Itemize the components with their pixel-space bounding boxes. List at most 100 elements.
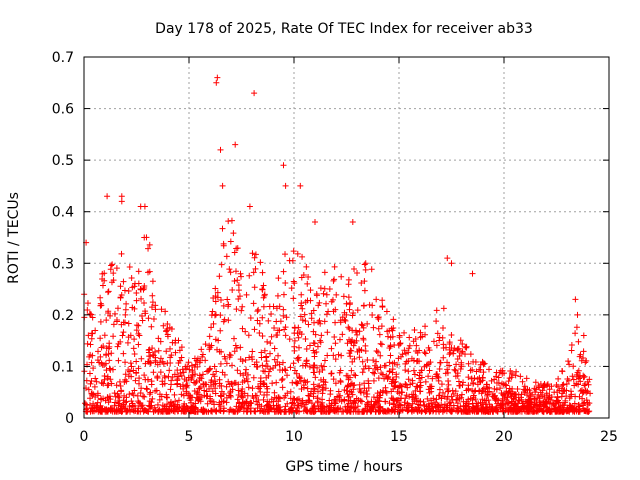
data-point — [148, 381, 155, 388]
data-point — [303, 346, 310, 353]
data-point — [239, 303, 246, 310]
data-point — [351, 266, 358, 273]
data-point — [125, 320, 132, 327]
data-point — [185, 374, 192, 381]
data-point — [361, 287, 368, 294]
data-point — [174, 380, 181, 387]
data-point — [364, 320, 371, 327]
data-point — [220, 408, 227, 415]
data-point — [122, 371, 129, 378]
data-point — [144, 376, 151, 383]
data-point — [359, 322, 366, 329]
data-point — [395, 384, 402, 391]
data-point — [115, 398, 122, 405]
data-point — [175, 359, 182, 366]
data-point — [565, 358, 572, 365]
data-point — [266, 303, 273, 310]
data-point — [499, 407, 506, 414]
data-point — [235, 282, 242, 289]
data-point — [424, 395, 431, 402]
data-point — [214, 74, 221, 81]
data-point — [312, 331, 319, 338]
data-point — [127, 360, 134, 367]
data-points — [81, 74, 594, 415]
data-point — [126, 403, 133, 410]
data-point — [465, 374, 472, 381]
data-point — [274, 292, 281, 299]
data-point — [295, 324, 302, 331]
data-point — [573, 405, 580, 412]
data-point — [298, 291, 305, 298]
data-point — [229, 380, 236, 387]
data-point — [273, 379, 280, 386]
data-point — [88, 390, 95, 397]
data-point — [194, 363, 201, 370]
data-point — [257, 383, 264, 390]
data-point — [390, 316, 397, 323]
data-point — [164, 326, 171, 333]
data-point — [221, 316, 228, 323]
data-point — [326, 285, 333, 292]
data-point — [397, 395, 404, 402]
data-point — [402, 380, 409, 387]
data-point — [457, 337, 464, 344]
data-point — [543, 390, 550, 397]
data-point — [397, 340, 404, 347]
data-point — [126, 264, 133, 271]
data-point — [122, 359, 129, 366]
data-point — [433, 342, 440, 349]
data-point — [115, 357, 122, 364]
data-point — [218, 348, 225, 355]
data-point — [239, 386, 246, 393]
data-point — [105, 399, 112, 406]
data-point — [396, 401, 403, 408]
data-point — [363, 393, 370, 400]
data-point — [321, 318, 328, 325]
data-point — [111, 390, 118, 397]
data-point — [107, 266, 114, 273]
chart-title: Day 178 of 2025, Rate Of TEC Index for r… — [155, 21, 533, 37]
data-point — [279, 384, 286, 391]
data-point — [145, 315, 152, 322]
data-point — [311, 319, 318, 326]
data-point — [337, 378, 344, 385]
data-point — [398, 383, 405, 390]
data-point — [438, 395, 445, 402]
data-point — [146, 241, 153, 248]
data-point — [164, 320, 171, 327]
data-point — [448, 406, 455, 413]
data-point — [356, 408, 363, 415]
data-point — [563, 408, 570, 415]
data-point — [141, 203, 148, 210]
data-point — [586, 376, 593, 383]
data-point — [289, 257, 296, 264]
data-point — [559, 406, 566, 413]
data-point — [572, 296, 579, 303]
data-point — [335, 404, 342, 411]
data-point — [360, 302, 367, 309]
data-point — [332, 356, 339, 363]
data-point — [282, 251, 289, 258]
data-point — [497, 367, 504, 374]
data-point — [470, 379, 477, 386]
data-point — [451, 366, 458, 373]
data-point — [265, 317, 272, 324]
data-point — [305, 321, 312, 328]
data-point — [239, 401, 246, 408]
data-point — [471, 375, 478, 382]
data-point — [410, 367, 417, 374]
data-point — [181, 376, 188, 383]
data-point — [157, 338, 164, 345]
data-point — [152, 407, 159, 414]
data-point — [418, 408, 425, 415]
data-point — [408, 391, 415, 398]
data-point — [283, 408, 290, 415]
data-point — [439, 334, 446, 341]
data-point — [393, 398, 400, 405]
data-point — [390, 324, 397, 331]
data-point — [416, 358, 423, 365]
data-point — [331, 276, 338, 283]
data-point — [88, 335, 95, 342]
data-point — [325, 408, 332, 415]
data-point — [342, 317, 349, 324]
